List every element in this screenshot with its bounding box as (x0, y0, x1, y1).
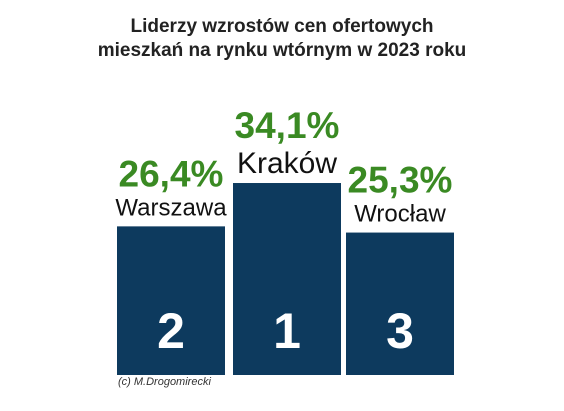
rank-label-warszawa: 2 (157, 303, 185, 359)
chart-title-line-1: Liderzy wzrostów cen ofertowych (131, 16, 434, 37)
value-label-warszawa: 26,4% (119, 153, 224, 194)
value-label-krakow: 34,1% (235, 105, 340, 146)
category-label-warszawa: Warszawa (115, 194, 227, 221)
category-label-krakow: Kraków (237, 147, 337, 180)
bar-krakow (233, 183, 341, 375)
category-label-wroclaw: Wrocław (354, 201, 446, 228)
value-label-wroclaw: 25,3% (348, 160, 453, 201)
rank-label-krakow: 1 (273, 303, 301, 359)
rank-label-wroclaw: 3 (386, 303, 414, 359)
bar-wroclaw (346, 232, 454, 375)
bar-warszawa (117, 226, 225, 375)
credit-text: (c) M.Drogomirecki (118, 376, 211, 388)
chart-title-line-2: mieszkań na rynku wtórnym w 2023 roku (98, 40, 467, 61)
